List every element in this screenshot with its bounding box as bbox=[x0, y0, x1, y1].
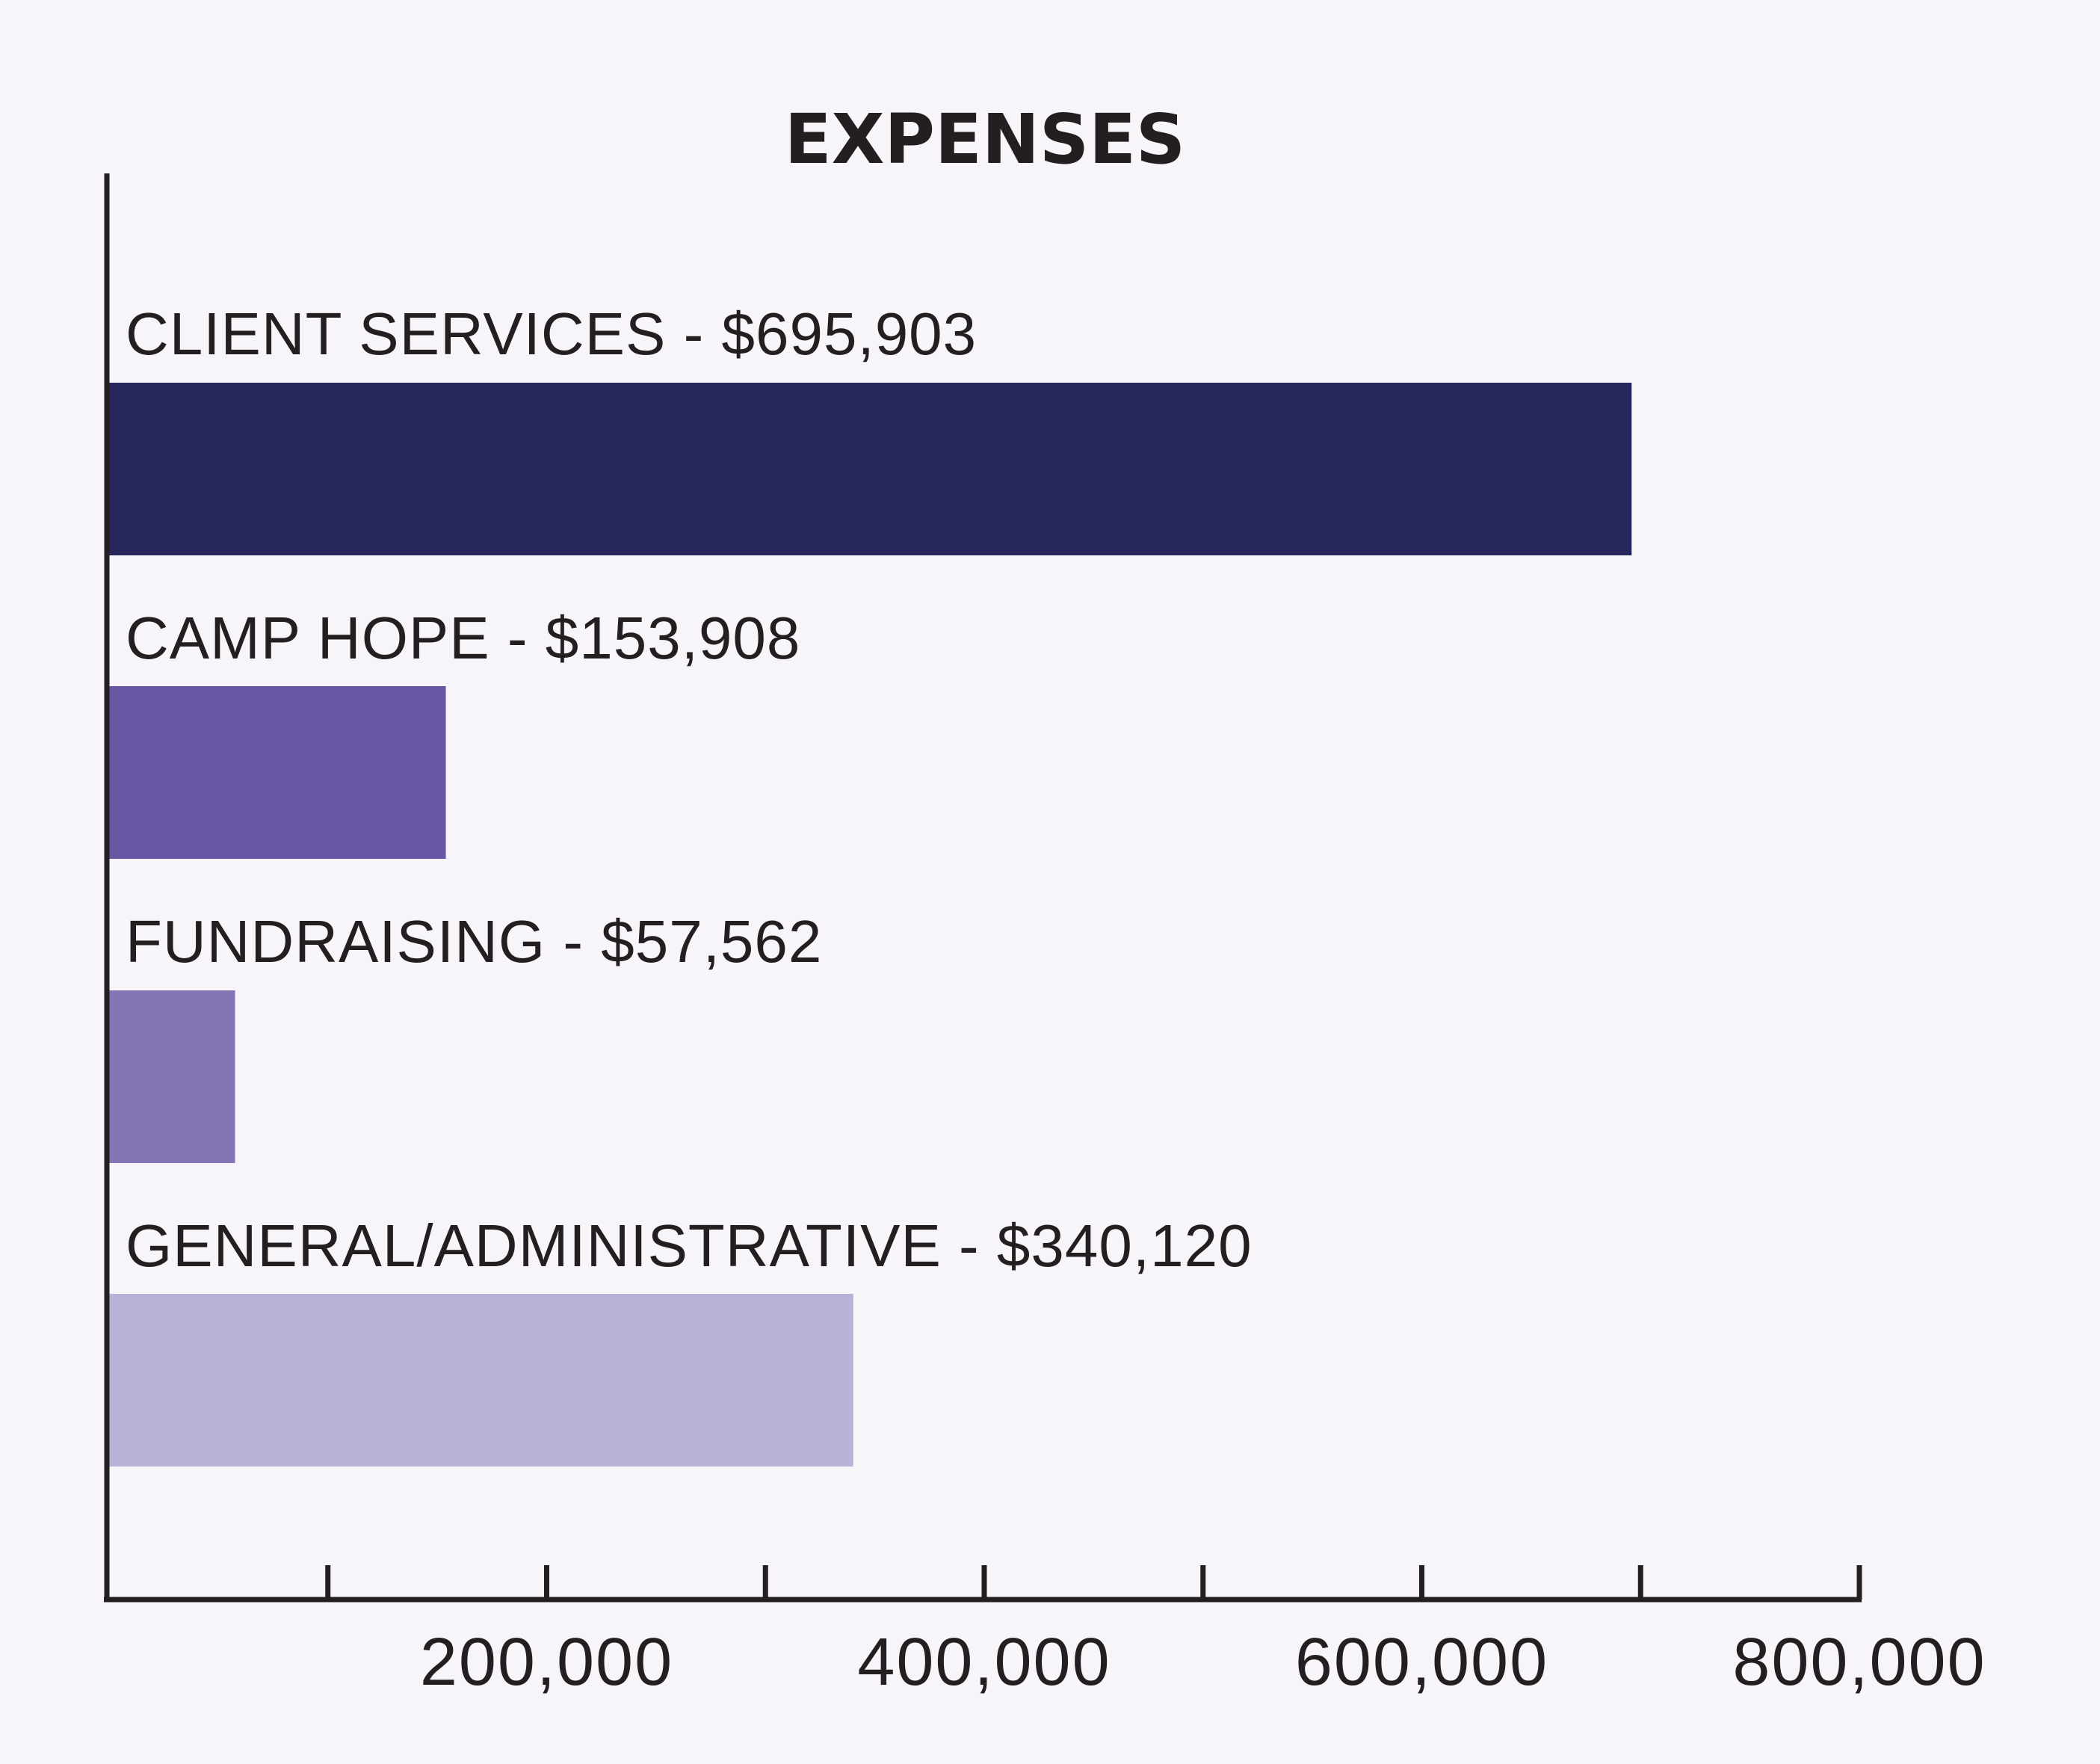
x-tick-label-400000: 400,000 bbox=[857, 1625, 1111, 1700]
bar-client-services bbox=[109, 383, 1632, 555]
bar-label-camp-hope: CAMP HOPE - $153,908 bbox=[126, 605, 800, 671]
bar-label-fundraising: FUNDRAISING - $57,562 bbox=[126, 908, 822, 975]
bar-fundraising bbox=[109, 990, 235, 1163]
bar-labels-group: CLIENT SERVICES - $695,903 CAMP HOPE - $1… bbox=[126, 300, 1253, 1279]
x-tick-label-200000: 200,000 bbox=[420, 1625, 673, 1700]
bar-label-general-administrative: GENERAL/ADMINISTRATIVE - $340,120 bbox=[126, 1212, 1253, 1279]
chart-title: EXPENSES bbox=[785, 99, 1185, 179]
x-tick-label-600000: 600,000 bbox=[1295, 1625, 1548, 1700]
x-tick-label-800000: 800,000 bbox=[1732, 1625, 1986, 1700]
bar-camp-hope bbox=[109, 686, 446, 859]
bar-general-administrative bbox=[109, 1294, 853, 1467]
bars-group bbox=[109, 383, 1632, 1467]
bar-label-client-services: CLIENT SERVICES - $695,903 bbox=[126, 300, 977, 367]
x-axis-ticks-group: 200,000 400,000 600,000 800,000 bbox=[325, 1565, 1986, 1700]
